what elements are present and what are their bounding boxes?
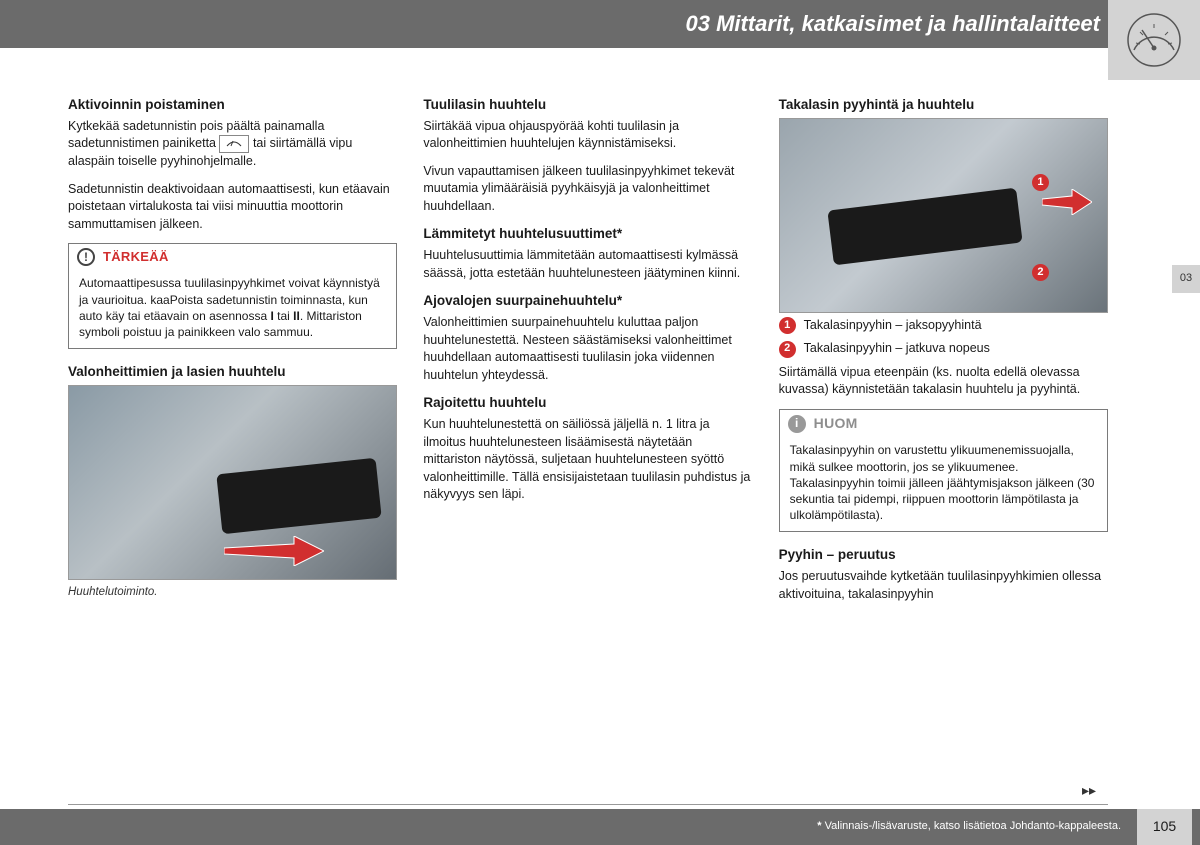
- side-tab: 03: [1172, 265, 1200, 293]
- page-number: 105: [1137, 809, 1192, 845]
- separator: [68, 804, 1108, 805]
- note-title: HUOM: [814, 414, 858, 434]
- note-body: Takalasinpyyhin on varustettu ylikuumene…: [780, 437, 1107, 531]
- important-header: ! TÄRKEÄÄ: [69, 244, 396, 270]
- column-2: Tuulilasin huuhtelu Siirtäkää vipua ohja…: [423, 96, 752, 613]
- figure-wash-function: [68, 385, 397, 580]
- continuation-icon: ▸▸: [1082, 781, 1096, 801]
- heading-windshield: Tuulilasin huuhtelu: [423, 96, 752, 115]
- heading-reverse: Pyyhin – peruutus: [779, 546, 1108, 565]
- page-header: 03 Mittarit, katkaisimet ja hallintalait…: [0, 0, 1200, 48]
- heading-highpressure: Ajovalojen suurpainehuuhtelu*: [423, 292, 752, 311]
- legend-row-1: 1 Takalasinpyyhin – jaksopyyhintä: [779, 317, 1108, 335]
- column-3: Takalasin pyyhintä ja huuhtelu 1 2 1 Tak…: [779, 96, 1108, 613]
- chapter-title: 03 Mittarit, katkaisimet ja hallintalait…: [685, 9, 1100, 40]
- text-deact-1: Kytkekää sadetunnistin pois päältä paina…: [68, 118, 397, 171]
- gauge-icon: [1124, 10, 1184, 70]
- heading-limited: Rajoitettu huuhtelu: [423, 394, 752, 413]
- wiper-button-icon: [219, 135, 249, 153]
- legend-badge-2: 2: [779, 341, 796, 358]
- legend-badge-1: 1: [779, 317, 796, 334]
- chapter-icon-box: [1108, 0, 1200, 80]
- legend-text-1: Takalasinpyyhin – jaksopyyhintä: [804, 317, 982, 335]
- figure-caption: Huuhtelutoiminto.: [68, 584, 397, 600]
- arrow-icon: [1042, 189, 1092, 215]
- important-title: TÄRKEÄÄ: [103, 248, 169, 266]
- note-header: i HUOM: [780, 410, 1107, 438]
- note-box: i HUOM Takalasinpyyhin on varustettu yli…: [779, 409, 1108, 533]
- important-body: Automaattipesussa tuulilasinpyyhkimet vo…: [69, 270, 396, 348]
- heading-wash: Valonheittimien ja lasien huuhtelu: [68, 363, 397, 382]
- legend-row-2: 2 Takalasinpyyhin – jatkuva nopeus: [779, 340, 1108, 358]
- figure-rear-wiper: 1 2: [779, 118, 1108, 313]
- text-reverse: Jos peruutusvaihde kytketään tuulilasinp…: [779, 568, 1108, 603]
- content-area: Aktivoinnin poistaminen Kytkekää sadetun…: [0, 48, 1200, 613]
- text-heated: Huuhtelusuuttimia lämmitetään automaatti…: [423, 247, 752, 282]
- text-wind-2: Vivun vapauttamisen jälkeen tuulilasinpy…: [423, 163, 752, 216]
- legend-text-2: Takalasinpyyhin – jatkuva nopeus: [804, 340, 990, 358]
- heading-deactivation: Aktivoinnin poistaminen: [68, 96, 397, 115]
- text-rear: Siirtämällä vipua eteenpäin (ks. nuolta …: [779, 364, 1108, 399]
- callout-2: 2: [1032, 264, 1049, 281]
- column-1: Aktivoinnin poistaminen Kytkekää sadetun…: [68, 96, 397, 613]
- text-deact-2: Sadetunnistin deaktivoidaan automaattise…: [68, 181, 397, 234]
- info-icon: i: [788, 415, 806, 433]
- important-box: ! TÄRKEÄÄ Automaattipesussa tuulilasinpy…: [68, 243, 397, 349]
- heading-heated: Lämmitetyt huuhtelusuuttimet*: [423, 225, 752, 244]
- arrow-icon: [224, 536, 324, 566]
- text-limited: Kun huuhtelunestettä on säiliössä jäljel…: [423, 416, 752, 504]
- footnote: * Valinnais-/lisävaruste, katso lisätiet…: [817, 819, 1121, 834]
- text-wind-1: Siirtäkää vipua ohjauspyörää kohti tuuli…: [423, 118, 752, 153]
- page-footer: * Valinnais-/lisävaruste, katso lisätiet…: [0, 809, 1200, 845]
- important-icon: !: [77, 248, 95, 266]
- heading-rear: Takalasin pyyhintä ja huuhtelu: [779, 96, 1108, 115]
- text-highpressure: Valonheittimien suurpainehuuhtelu kulutt…: [423, 314, 752, 384]
